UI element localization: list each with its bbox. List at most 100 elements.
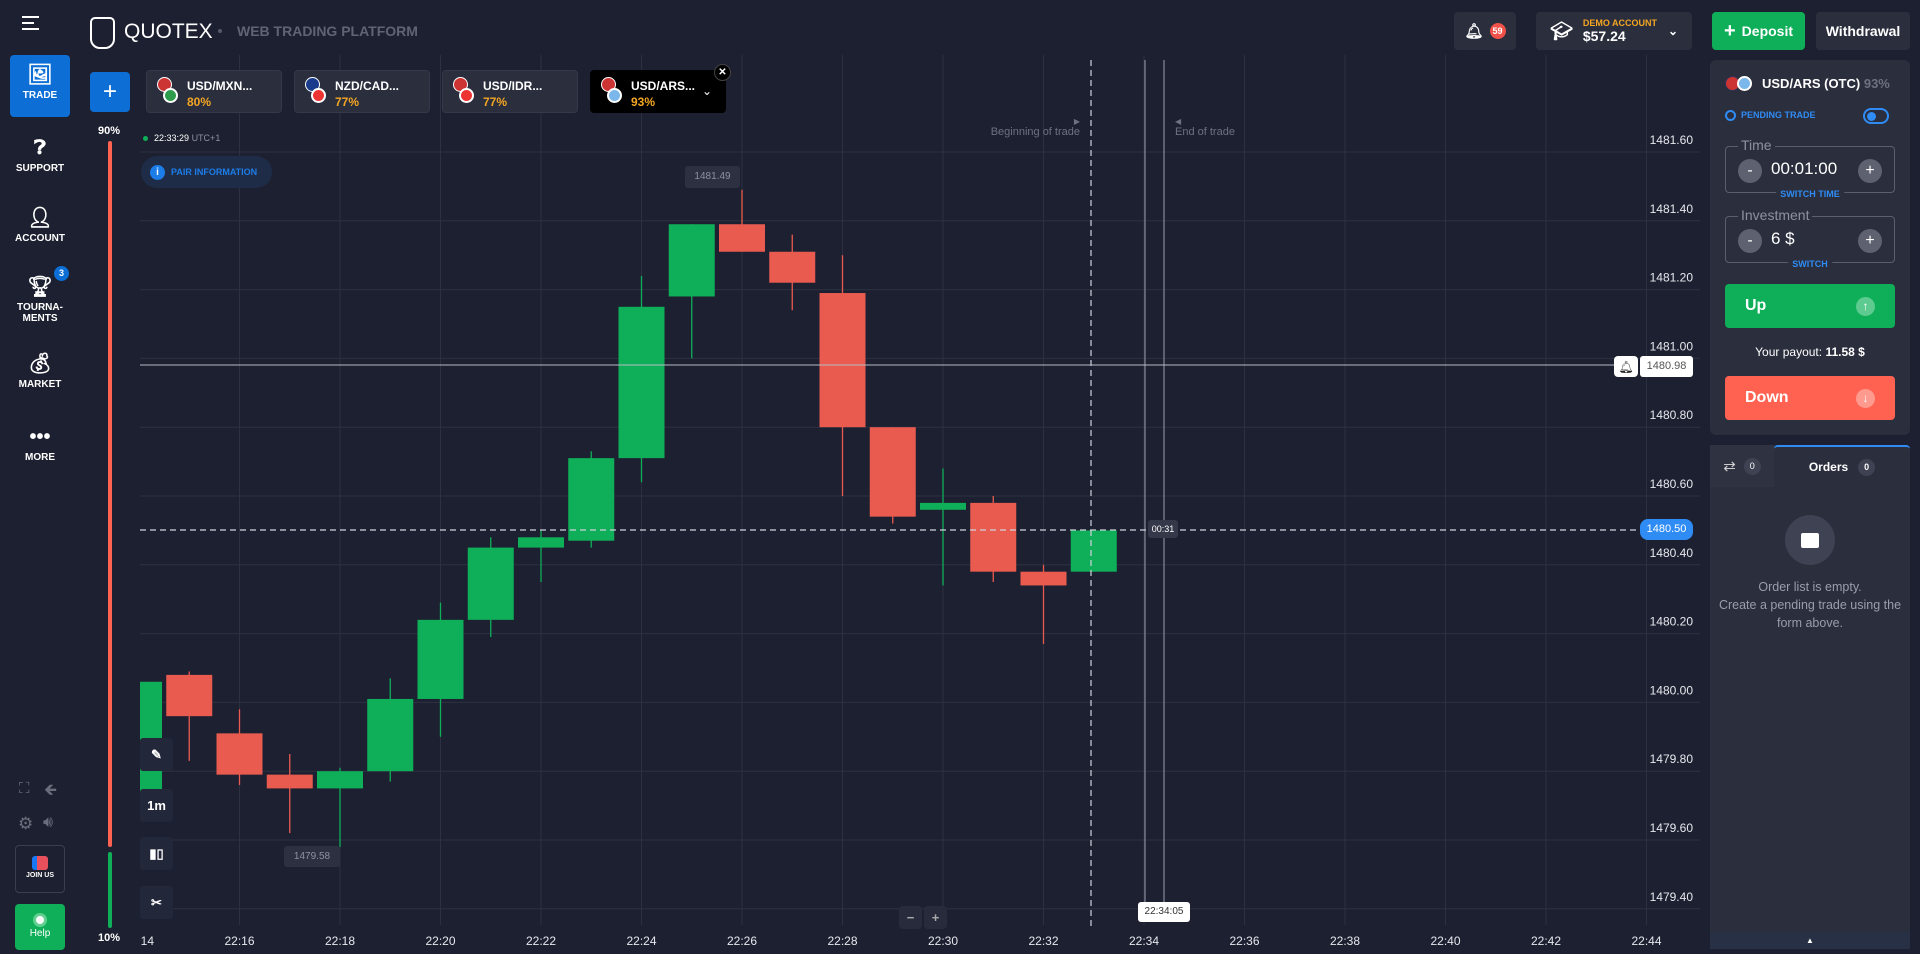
x-tick-label: 22:36 (1229, 934, 1259, 948)
tab-chevron-down-icon[interactable]: ⌄ (702, 84, 713, 98)
candle-body (719, 224, 765, 252)
sidebar-item-label: TOURNA- MENTS (17, 302, 63, 324)
alert-bell-button[interactable]: 🔔︎ (1614, 356, 1638, 377)
sidebar-item-more[interactable]: ••• MORE (10, 425, 70, 463)
sidebar-item-account[interactable]: 👤︎ ACCOUNT (10, 206, 70, 244)
sidebar-item-tournaments[interactable]: 🏆︎ TOURNA- MENTS 3 (10, 266, 70, 324)
y-tick-label: 1481.60 (1650, 133, 1694, 147)
chart-type-button[interactable]: ▮▯ (140, 837, 173, 870)
sidebar-item-trade[interactable]: 🖼︎ TRADE (10, 55, 70, 117)
time-value[interactable]: 00:01:00 (1771, 159, 1838, 178)
y-tick-label: 1480.00 (1650, 683, 1694, 697)
sidebar-item-label: TRADE (22, 90, 58, 101)
trophy-icon: 🏆︎ (27, 276, 53, 298)
orders-count: 0 (1858, 458, 1876, 476)
x-tick-label: 22:30 (928, 934, 958, 948)
gear-icon[interactable]: ⚙ (18, 814, 34, 833)
sidebar-item-market[interactable]: 💰︎ MARKET (10, 352, 70, 390)
tools-icon: ✂ (151, 894, 162, 910)
sound-icon[interactable]: 🔊︎ (43, 814, 54, 831)
notifications-badge: 59 (1489, 23, 1506, 39)
chart-clock: 22:33:29 UTC+1 (154, 133, 220, 143)
indicators-button[interactable]: ✂ (140, 886, 173, 919)
investment-minus-button[interactable]: - (1738, 229, 1762, 253)
x-tick-label: 22:28 (827, 934, 857, 948)
x-tick-label: 22:38 (1330, 934, 1360, 948)
candle-body (920, 502, 966, 510)
pending-trade-label: PENDING TRADE (1725, 110, 1816, 122)
help-dot-icon (36, 916, 44, 924)
join-us-label: JOIN US (25, 872, 54, 879)
drawing-tool-button[interactable]: ✎ (140, 738, 173, 771)
plus-icon: + (1723, 19, 1736, 42)
up-button[interactable]: Up ↑ (1725, 284, 1895, 328)
sidebar-item-label: MORE (25, 452, 55, 463)
asset-tab-pair: NZD/CAD... (335, 79, 399, 93)
time-plus-button[interactable]: + (1858, 159, 1882, 183)
orders-expand-button[interactable]: ▲ (1710, 932, 1910, 949)
x-tick-label: 22:42 (1531, 934, 1561, 948)
withdrawal-button[interactable]: Withdrawal (1816, 12, 1910, 50)
x-tick-label: 22:34 (1129, 934, 1159, 948)
candle-body (970, 502, 1017, 572)
investment-value[interactable]: 6 $ (1771, 229, 1795, 248)
x-tick-label: 22:44 (1631, 934, 1661, 948)
y-tick-label: 1481.00 (1650, 339, 1694, 353)
pair-information-button[interactable]: i PAIR INFORMATION (141, 156, 272, 188)
alert-price-label[interactable]: 1480.98 (1640, 356, 1693, 377)
back-arrow-icon[interactable]: 🡸 (44, 782, 57, 799)
add-asset-button[interactable]: + (90, 72, 130, 112)
zoom-out-button[interactable]: − (899, 906, 922, 929)
countdown-badge: 00:31 (1148, 520, 1178, 538)
trade-pair-name: USD/ARS (OTC) 93% (1762, 76, 1890, 91)
sidebar-item-label: SUPPORT (15, 163, 65, 174)
chart-icon: 🖼︎ (27, 64, 53, 86)
switch-currency-button[interactable]: SWITCH (1788, 259, 1832, 269)
asset-tab-payout: 80% (187, 95, 212, 109)
investment-field[interactable]: Investment - 6 $ + SWITCH (1725, 207, 1895, 269)
sidebar-item-support[interactable]: ❓︎ SUPPORT (10, 136, 70, 174)
close-tab-button[interactable]: ✕ (714, 64, 731, 81)
orders-tab[interactable]: Orders 0 (1774, 445, 1910, 487)
separator-dot (218, 29, 222, 33)
empty-box-icon (1785, 515, 1835, 565)
trades-tab[interactable]: ⇄ 0 (1710, 445, 1774, 487)
switch-time-button[interactable]: SWITCH TIME (1776, 189, 1844, 199)
investment-plus-button[interactable]: + (1858, 229, 1882, 253)
x-tick-label: 22:32 (1028, 934, 1058, 948)
account-switcher[interactable]: 🎓︎ DEMO ACCOUNT $57.24 ⌄ (1536, 12, 1692, 50)
pencil-icon: ✎ (151, 746, 162, 762)
coins-icon: 💰︎ (27, 353, 53, 375)
candle-body (668, 224, 715, 297)
deposit-button[interactable]: + Deposit (1712, 12, 1805, 50)
trades-count: 0 (1743, 457, 1761, 475)
join-us-button[interactable]: JOIN US (15, 845, 65, 893)
swap-icon: ⇄ (1723, 458, 1736, 475)
payout-value: 11.58 $ (1825, 345, 1865, 359)
orders-tab-label: Orders (1808, 460, 1849, 474)
candle-body (518, 537, 564, 548)
down-button[interactable]: Down ↓ (1725, 376, 1895, 420)
zoom-in-button[interactable]: + (924, 906, 947, 929)
clock-icon (1725, 110, 1736, 122)
fullscreen-icon[interactable]: ⛶ (19, 780, 30, 797)
asset-tab[interactable]: USD/ARS... 93% (590, 70, 726, 113)
time-field[interactable]: Time - 00:01:00 + SWITCH TIME (1725, 137, 1895, 199)
time-minus-button[interactable]: - (1738, 159, 1762, 183)
min-price-label: 1479.58 (284, 846, 340, 867)
notifications-button[interactable]: 🔔︎ 59 (1454, 12, 1516, 50)
deposit-label: Deposit (1741, 23, 1794, 39)
asset-tab[interactable]: USD/IDR... 77% (442, 70, 578, 113)
menu-icon[interactable] (22, 16, 39, 30)
timezone: UTC+1 (191, 133, 221, 143)
y-tick-label: 1481.40 (1650, 202, 1694, 216)
max-price-label: 1481.49 (685, 166, 740, 188)
asset-tab[interactable]: USD/MXN... 80% (146, 70, 282, 113)
pending-trade-toggle[interactable] (1863, 108, 1889, 124)
sidebar-item-label: ACCOUNT (15, 233, 65, 244)
timeframe-button[interactable]: 1m (140, 789, 173, 822)
asset-tab[interactable]: NZD/CAD... 77% (294, 70, 430, 113)
y-tick-label: 1479.40 (1650, 890, 1694, 904)
help-button[interactable]: Help (15, 904, 65, 950)
